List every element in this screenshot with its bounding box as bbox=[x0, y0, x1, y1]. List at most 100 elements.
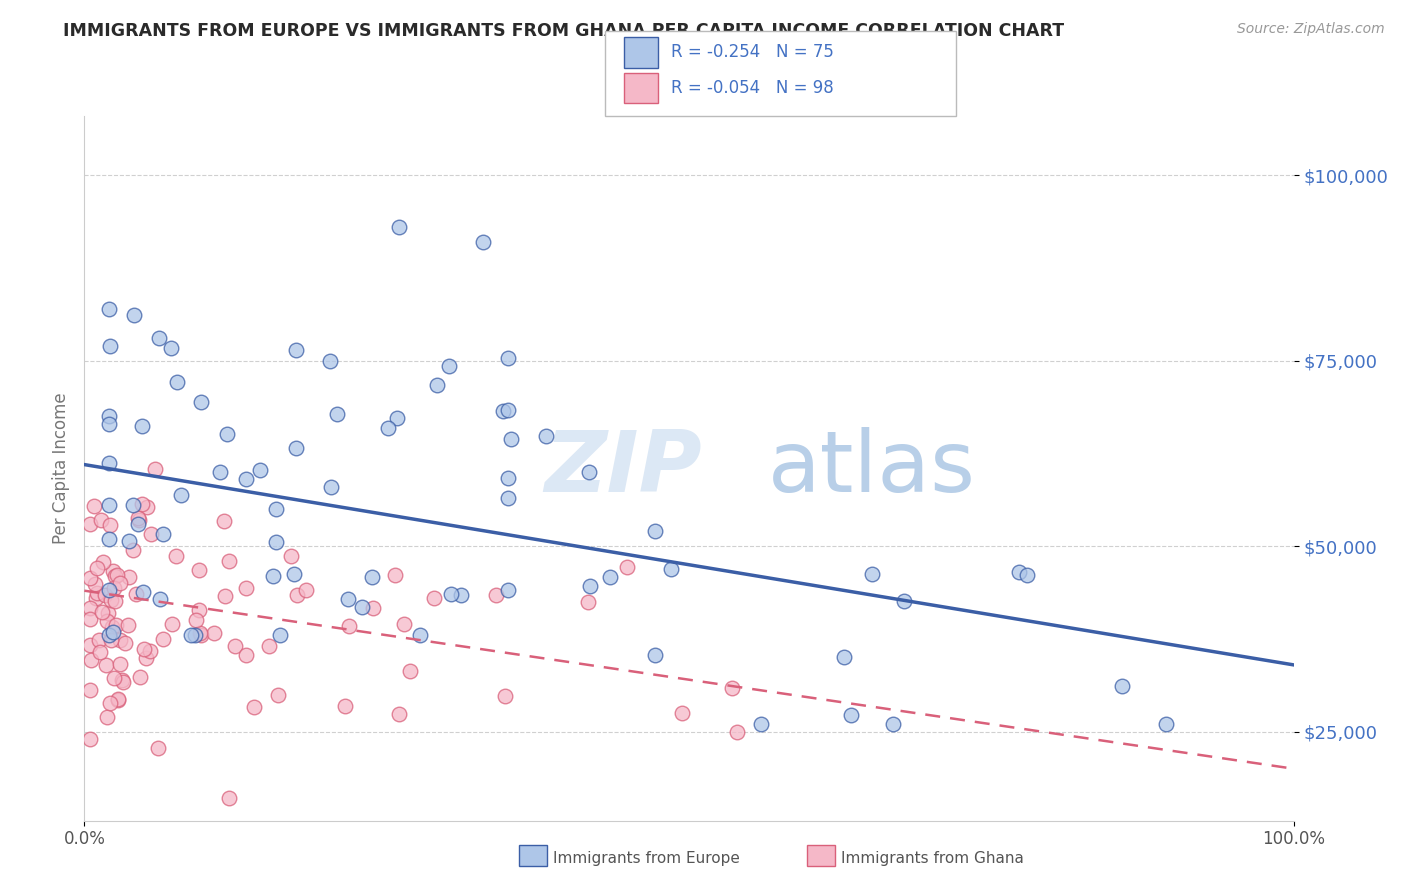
Point bbox=[285, 343, 308, 357]
Point bbox=[138, 644, 160, 658]
Point bbox=[152, 527, 174, 541]
Point bbox=[86, 585, 108, 599]
Point bbox=[100, 632, 122, 647]
Point bbox=[96, 614, 118, 628]
Point bbox=[578, 579, 600, 593]
Point bbox=[180, 628, 202, 642]
Point bbox=[132, 584, 155, 599]
Point bbox=[485, 588, 508, 602]
Point bbox=[287, 588, 309, 602]
Point bbox=[501, 432, 523, 446]
Point bbox=[644, 648, 666, 663]
Point bbox=[644, 524, 666, 538]
Point bbox=[134, 642, 156, 657]
Point bbox=[450, 588, 472, 602]
Point bbox=[96, 606, 118, 620]
Point bbox=[108, 575, 131, 590]
Point bbox=[496, 351, 519, 365]
Point bbox=[399, 664, 422, 678]
Point bbox=[97, 301, 120, 316]
Text: R = -0.054   N = 98: R = -0.054 N = 98 bbox=[671, 79, 834, 97]
Point bbox=[423, 591, 446, 606]
Point bbox=[882, 717, 904, 731]
Point bbox=[384, 568, 406, 582]
Point bbox=[104, 594, 127, 608]
Point bbox=[377, 421, 399, 435]
Point bbox=[280, 549, 302, 563]
Point bbox=[165, 549, 187, 563]
Point bbox=[97, 417, 120, 431]
Point bbox=[103, 581, 125, 595]
Point bbox=[496, 491, 519, 505]
Point bbox=[160, 341, 183, 355]
Point bbox=[578, 465, 600, 479]
Point bbox=[97, 532, 120, 546]
Point bbox=[128, 513, 150, 527]
Point bbox=[267, 688, 290, 702]
Point bbox=[1154, 717, 1177, 731]
Point bbox=[408, 628, 430, 642]
Point bbox=[426, 378, 449, 392]
Point bbox=[184, 628, 207, 642]
Point bbox=[616, 560, 638, 574]
Text: Immigrants from Europe: Immigrants from Europe bbox=[553, 851, 740, 865]
Point bbox=[91, 555, 114, 569]
Point bbox=[89, 645, 111, 659]
Point bbox=[839, 708, 862, 723]
Point bbox=[83, 499, 105, 513]
Point bbox=[264, 501, 287, 516]
Point bbox=[496, 582, 519, 597]
Point bbox=[96, 709, 118, 723]
Point bbox=[188, 563, 211, 577]
Point bbox=[437, 359, 460, 373]
Text: Source: ZipAtlas.com: Source: ZipAtlas.com bbox=[1237, 22, 1385, 37]
Point bbox=[243, 699, 266, 714]
Point bbox=[187, 603, 209, 617]
Point bbox=[166, 376, 188, 390]
Point bbox=[131, 497, 153, 511]
Point bbox=[893, 594, 915, 608]
Point bbox=[97, 409, 120, 423]
Point bbox=[269, 628, 291, 642]
Point bbox=[104, 568, 127, 582]
Point bbox=[285, 442, 308, 456]
Point bbox=[388, 220, 411, 235]
Point bbox=[1008, 565, 1031, 579]
Point bbox=[184, 613, 207, 627]
Point bbox=[103, 564, 125, 578]
Point bbox=[127, 516, 149, 531]
Point bbox=[385, 411, 408, 425]
Point bbox=[98, 696, 121, 710]
Point bbox=[440, 587, 463, 601]
Point bbox=[122, 308, 145, 322]
Point bbox=[84, 576, 107, 591]
Point bbox=[79, 612, 101, 626]
Text: ZIP: ZIP bbox=[544, 426, 702, 510]
Point bbox=[671, 706, 693, 721]
Point bbox=[170, 488, 193, 502]
Point bbox=[149, 591, 172, 606]
Text: Immigrants from Ghana: Immigrants from Ghana bbox=[841, 851, 1024, 865]
Point bbox=[335, 698, 357, 713]
Point bbox=[111, 675, 134, 690]
Point bbox=[257, 639, 280, 653]
Point bbox=[321, 480, 343, 494]
Point bbox=[337, 618, 360, 632]
Point bbox=[749, 717, 772, 731]
Point bbox=[135, 651, 157, 665]
Point bbox=[224, 640, 246, 654]
Point bbox=[79, 571, 101, 585]
Point bbox=[860, 566, 883, 581]
Point bbox=[104, 618, 127, 632]
Point bbox=[190, 394, 212, 409]
Point bbox=[107, 692, 129, 706]
Point bbox=[125, 587, 148, 601]
Point bbox=[361, 601, 384, 615]
Point bbox=[110, 657, 132, 671]
Point bbox=[122, 542, 145, 557]
Point bbox=[214, 589, 236, 603]
Point bbox=[1015, 568, 1038, 582]
Point bbox=[107, 693, 129, 707]
Point bbox=[84, 591, 107, 606]
Text: IMMIGRANTS FROM EUROPE VS IMMIGRANTS FROM GHANA PER CAPITA INCOME CORRELATION CH: IMMIGRANTS FROM EUROPE VS IMMIGRANTS FRO… bbox=[63, 22, 1064, 40]
